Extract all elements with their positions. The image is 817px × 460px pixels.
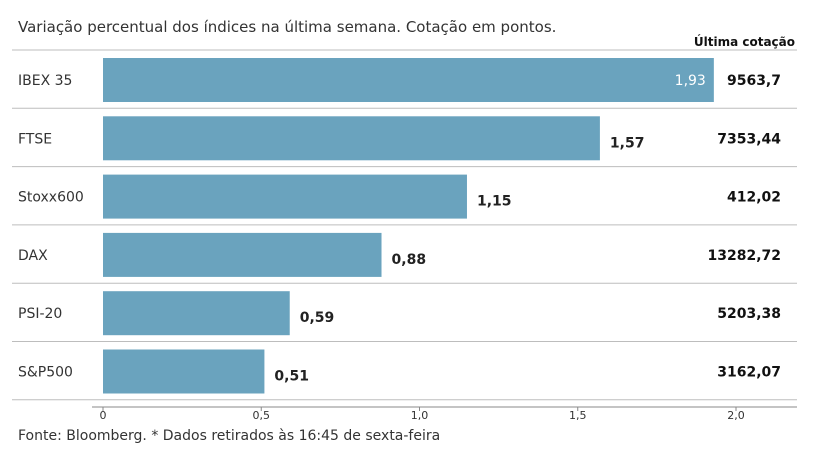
data-label: 0,88: [392, 252, 427, 268]
bar: [103, 116, 600, 161]
bar: [103, 232, 382, 277]
last-quote-value: 412,02: [727, 190, 781, 206]
bar: [103, 174, 467, 219]
data-label: 1,93: [675, 73, 706, 89]
data-label: 0,59: [300, 310, 335, 326]
chart-subtitle: Variação percentual dos índices na últim…: [18, 18, 557, 36]
x-tick-label: 0,5: [253, 409, 271, 422]
last-quote-value: 9563,7: [727, 73, 781, 89]
last-quote-value: 7353,44: [717, 131, 781, 147]
bar: [103, 291, 290, 336]
category-label: PSI-20: [18, 306, 62, 322]
category-label: IBEX 35: [18, 73, 72, 89]
data-label: 1,57: [610, 135, 645, 151]
x-tick-label: 1,5: [569, 409, 587, 422]
data-label: 0,51: [274, 369, 309, 385]
last-quote-value: 3162,07: [717, 365, 781, 381]
last-quote-column-header: Última cotação: [693, 35, 795, 49]
category-label: FTSE: [18, 131, 52, 147]
source-footnote: Fonte: Bloomberg. * Dados retirados às 1…: [18, 428, 441, 444]
last-quote-value: 13282,72: [707, 248, 781, 264]
x-tick-label: 2,0: [727, 409, 745, 422]
last-quote-value: 5203,38: [717, 306, 781, 322]
bar: [103, 58, 714, 102]
x-tick-label: 1,0: [411, 409, 429, 422]
category-label: DAX: [18, 248, 48, 264]
data-label: 1,15: [477, 194, 512, 210]
category-label: Stoxx600: [18, 190, 84, 206]
bar: [103, 349, 265, 394]
x-tick-label: 0: [100, 409, 107, 422]
category-label: S&P500: [18, 365, 73, 381]
